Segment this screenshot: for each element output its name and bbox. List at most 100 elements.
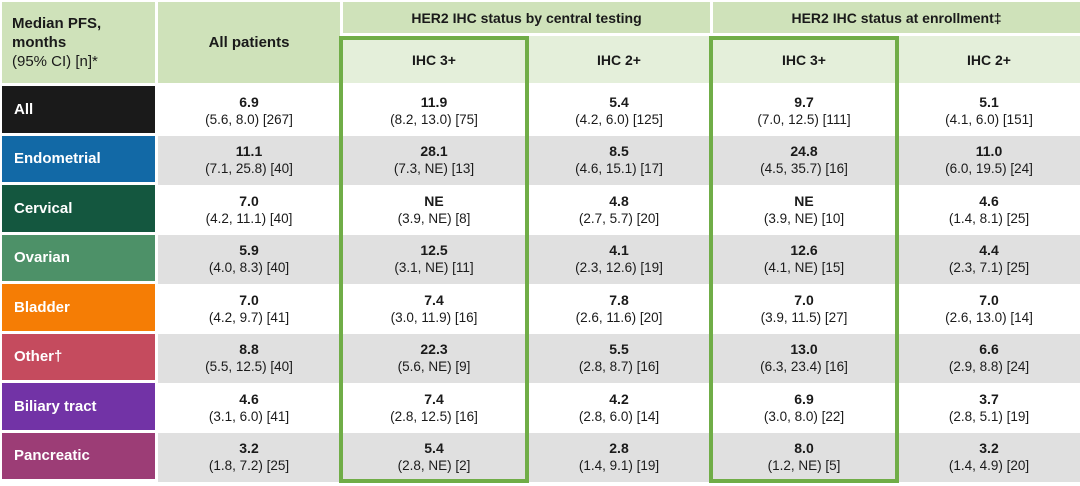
pfs-value: 5.5	[609, 341, 629, 358]
pfs-value: 9.7	[794, 93, 814, 110]
pfs-ci: (2.8, NE) [2]	[397, 458, 471, 474]
col-group-enrollment: HER2 IHC status at enrollment‡	[713, 2, 1080, 36]
data-cell: 9.7 (7.0, 12.5) [111]	[713, 86, 895, 136]
data-cell: 5.1 (4.1, 6.0) [151]	[898, 86, 1080, 136]
pfs-value: 11.0	[975, 143, 1003, 160]
corner-header-line1: Median PFS,	[12, 15, 102, 32]
data-cell: 11.1 (7.1, 25.8) [40]	[158, 135, 340, 185]
data-cell: 8.5 (4.6, 15.1) [17]	[528, 135, 710, 185]
pfs-ci: (2.8, 8.7) [16]	[578, 359, 660, 375]
pfs-ci: (3.9, 11.5) [27]	[760, 309, 848, 325]
data-cell: 2.8 (1.4, 9.1) [19]	[528, 432, 710, 482]
pfs-value: 7.0	[239, 291, 259, 308]
pfs-value: 5.1	[979, 93, 999, 110]
pfs-ci: (2.6, 13.0) [14]	[945, 309, 1033, 325]
data-cell: 7.0 (3.9, 11.5) [27]	[713, 284, 895, 334]
data-cell: 11.0 (6.0, 19.5) [24]	[898, 135, 1080, 185]
pfs-value: 4.4	[979, 242, 999, 259]
pfs-value: 7.8	[609, 291, 629, 308]
pfs-value: NE	[794, 192, 814, 209]
pfs-ci: (4.6, 15.1) [17]	[575, 161, 663, 177]
pfs-value: 6.9	[794, 390, 814, 407]
data-cell: 12.5 (3.1, NE) [11]	[343, 234, 525, 284]
data-cell: 7.8 (2.6, 11.6) [20]	[528, 284, 710, 334]
pfs-ci: (3.0, 11.9) [16]	[390, 309, 478, 325]
pfs-ci: (4.2, 9.7) [41]	[208, 309, 290, 325]
data-cell: 4.2 (2.8, 6.0) [14]	[528, 383, 710, 433]
pfs-ci: (4.1, NE) [15]	[763, 260, 845, 276]
corner-header-line3: (95% CI) [n]*	[12, 53, 98, 70]
row-label-endometrial: Endometrial	[2, 135, 155, 185]
pfs-value: 11.9	[420, 93, 448, 110]
pfs-ci: (5.5, 12.5) [40]	[205, 359, 293, 375]
pfs-value: 7.0	[239, 192, 259, 209]
pfs-ci: (1.2, NE) [5]	[767, 458, 841, 474]
pfs-value: 28.1	[420, 143, 448, 160]
data-cell: 22.3 (5.6, NE) [9]	[343, 333, 525, 383]
pfs-value: 3.2	[239, 440, 259, 457]
row-label-ovarian: Ovarian	[2, 234, 155, 284]
pfs-value: 7.4	[424, 390, 444, 407]
pfs-value: 7.0	[794, 291, 814, 308]
pfs-ci: (6.3, 23.4) [16]	[760, 359, 848, 375]
data-cell: 12.6 (4.1, NE) [15]	[713, 234, 895, 284]
data-cell: NE (3.9, NE) [10]	[713, 185, 895, 235]
data-cell: 7.4 (2.8, 12.5) [16]	[343, 383, 525, 433]
pfs-ci: (2.9, 8.8) [24]	[948, 359, 1030, 375]
pfs-ci: (4.5, 35.7) [16]	[760, 161, 848, 177]
pfs-ci: (1.4, 8.1) [25]	[948, 210, 1030, 226]
pfs-value: 7.0	[979, 291, 999, 308]
row-label-pancreatic: Pancreatic	[2, 432, 155, 482]
data-cell: 6.9 (5.6, 8.0) [267]	[158, 86, 340, 136]
data-cell: 5.9 (4.0, 8.3) [40]	[158, 234, 340, 284]
pfs-value: 5.4	[424, 440, 444, 457]
pfs-value: 7.4	[424, 291, 444, 308]
pfs-value: 6.9	[239, 93, 259, 110]
pfs-ci: (4.1, 6.0) [151]	[945, 111, 1033, 127]
data-cell: 5.4 (4.2, 6.0) [125]	[528, 86, 710, 136]
data-cell: 4.1 (2.3, 12.6) [19]	[528, 234, 710, 284]
pfs-ci: (6.0, 19.5) [24]	[945, 161, 1033, 177]
pfs-ci: (1.8, 7.2) [25]	[208, 458, 290, 474]
pfs-ci: (7.3, NE) [13]	[393, 161, 475, 177]
pfs-ci: (1.4, 4.9) [20]	[948, 458, 1030, 474]
data-cell: 3.7 (2.8, 5.1) [19]	[898, 383, 1080, 433]
row-label-cervical: Cervical	[2, 185, 155, 235]
row-label-all: All	[2, 86, 155, 136]
pfs-ci: (4.2, 6.0) [125]	[575, 111, 663, 127]
pfs-ci: (3.0, 8.0) [22]	[763, 408, 845, 424]
pfs-value: 8.8	[239, 341, 259, 358]
row-label-bladder: Bladder	[2, 284, 155, 334]
pfs-value: 5.9	[239, 242, 259, 259]
data-cell: 13.0 (6.3, 23.4) [16]	[713, 333, 895, 383]
pfs-ci: (5.6, NE) [9]	[397, 359, 471, 375]
pfs-value: 11.1	[235, 143, 263, 160]
data-cell: 4.6 (3.1, 6.0) [41]	[158, 383, 340, 433]
data-cell: 7.0 (4.2, 11.1) [40]	[158, 185, 340, 235]
pfs-ci: (2.3, 12.6) [19]	[575, 260, 663, 276]
pfs-ci: (3.9, NE) [10]	[763, 210, 845, 226]
data-cell: 7.0 (4.2, 9.7) [41]	[158, 284, 340, 334]
data-cell: 6.6 (2.9, 8.8) [24]	[898, 333, 1080, 383]
pfs-value: 5.4	[609, 93, 629, 110]
pfs-value: 3.2	[979, 440, 999, 457]
data-cell: 4.6 (1.4, 8.1) [25]	[898, 185, 1080, 235]
row-label-biliary-tract: Biliary tract	[2, 383, 155, 433]
col-header-central-ihc3: IHC 3+	[343, 36, 525, 86]
pfs-value: 4.6	[979, 192, 999, 209]
pfs-ci: (3.1, NE) [11]	[394, 260, 474, 276]
pfs-value: 4.2	[609, 390, 629, 407]
pfs-ci: (4.2, 11.1) [40]	[205, 210, 293, 226]
corner-header-line2: months	[12, 34, 67, 51]
pfs-value: 6.6	[979, 341, 999, 358]
pfs-ci: (3.1, 6.0) [41]	[208, 408, 290, 424]
pfs-value: 8.0	[794, 440, 814, 457]
pfs-ci: (8.2, 13.0) [75]	[390, 111, 478, 127]
col-header-enrollment-ihc2: IHC 2+	[898, 36, 1080, 86]
row-label-other: Other†	[2, 333, 155, 383]
pfs-value: 3.7	[979, 390, 999, 407]
pfs-ci: (5.6, 8.0) [267]	[205, 111, 293, 127]
data-cell: 5.4 (2.8, NE) [2]	[343, 432, 525, 482]
